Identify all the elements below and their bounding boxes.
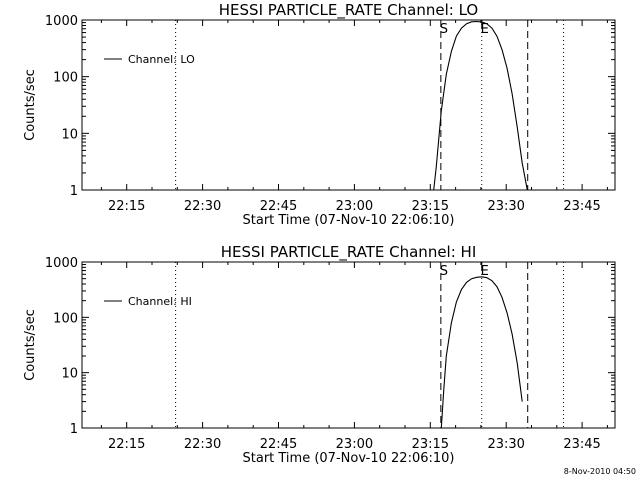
event-marker-label: E	[481, 22, 489, 37]
series-line	[440, 276, 523, 429]
legend-label: Channel: HI	[128, 295, 192, 308]
chart-panel: HESSI PARTICLE_RATE Channel: HI 22:15 22:3…	[23, 243, 616, 466]
y-tick-label: 1000	[45, 14, 78, 29]
x-tick-label: 23:30	[487, 199, 524, 214]
x-tick-label: 22:45	[260, 199, 297, 214]
x-axis-label: Start Time (07-Nov-10 22:06:10)	[243, 451, 455, 466]
y-tick-label: 100	[53, 71, 78, 86]
y-axis-label: Counts/sec	[23, 69, 38, 141]
legend-label: Channel: LO	[128, 53, 195, 66]
x-axis-label: Start Time (07-Nov-10 22:06:10)	[243, 213, 455, 228]
y-tick-label: 10	[61, 367, 78, 382]
x-tick-label: 23:15	[412, 199, 449, 214]
x-tick-label: 23:00	[336, 437, 373, 452]
y-tick-label: 1	[70, 184, 78, 199]
chart-title: HESSI PARTICLE_RATE Channel: HI	[221, 243, 477, 262]
x-tick-label: 23:30	[487, 437, 524, 452]
x-tick-label: 23:00	[336, 199, 373, 214]
y-tick-label: 100	[53, 311, 78, 326]
plot-frame	[81, 261, 616, 429]
x-tick-label: 22:15	[108, 199, 145, 214]
chart-panel: HESSI PARTICLE_RATE Channel: LO 22:15 22:3…	[23, 1, 616, 228]
event-marker-label: S	[440, 264, 448, 279]
event-marker-label: E	[481, 264, 489, 279]
x-tick-label: 22:45	[260, 437, 297, 452]
x-tick-label: 23:45	[563, 199, 600, 214]
y-axis-label: Counts/sec	[23, 309, 38, 381]
x-tick-label: 22:30	[184, 437, 221, 452]
chart-title: HESSI PARTICLE_RATE Channel: LO	[219, 1, 478, 20]
y-tick-label: 10	[61, 127, 78, 142]
series-line	[433, 20, 528, 191]
x-tick-label: 23:45	[563, 437, 600, 452]
y-tick-label: 1000	[45, 256, 78, 271]
event-marker-label: S	[440, 22, 448, 37]
timestamp: 8-Nov-2010 04:50	[564, 467, 636, 476]
y-tick-label: 1	[70, 422, 78, 437]
x-tick-label: 22:15	[108, 437, 145, 452]
x-tick-label: 23:15	[412, 437, 449, 452]
x-tick-label: 22:30	[184, 199, 221, 214]
plot-frame	[81, 19, 616, 191]
